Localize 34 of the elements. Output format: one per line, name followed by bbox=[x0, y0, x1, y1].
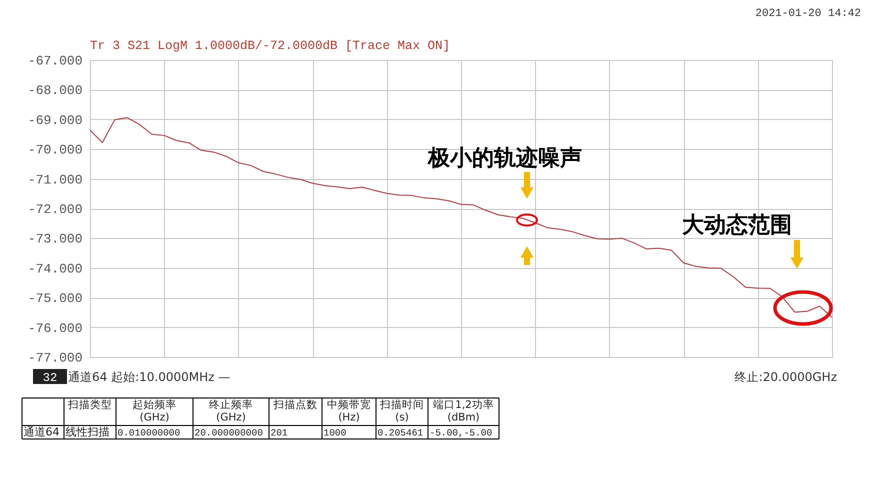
y-tick-label: -76.000 bbox=[28, 320, 82, 336]
text: 扫描类型 bbox=[67, 398, 112, 411]
text: 起始频率 (GHz) bbox=[132, 398, 176, 424]
text: 201 bbox=[270, 427, 288, 438]
y-tick-label: -74.000 bbox=[28, 261, 82, 276]
text: 中频带宽 (Hz) bbox=[327, 398, 371, 424]
y-tick-label: -77.000 bbox=[28, 350, 82, 366]
text: 通道64 起始:10.0000MHz — bbox=[68, 370, 230, 384]
text: -5.00,-5.00 bbox=[430, 427, 493, 438]
text: 0.010000000 bbox=[118, 427, 181, 438]
y-tick-label: -71.000 bbox=[28, 172, 82, 188]
y-tick-label: -75.000 bbox=[28, 291, 82, 306]
text: 扫描点数 bbox=[272, 398, 318, 411]
text: 端口1,2功率 (dBm) bbox=[433, 398, 494, 424]
line-series bbox=[90, 117, 832, 318]
text: 扫描时间 (s) bbox=[379, 398, 424, 424]
y-tick-label: -69.000 bbox=[28, 112, 82, 128]
text: 2021-01-20 14:42 bbox=[755, 8, 861, 20]
y-tick-label: -70.000 bbox=[28, 142, 82, 158]
annotation: 大动态范围 bbox=[682, 213, 792, 238]
y-tick-label: -68.000 bbox=[28, 83, 82, 98]
chart-title: Tr 3 S21 LogM 1.0000dB/-72.0000dB [Trace Max ON] bbox=[90, 39, 450, 53]
text: 线性扫描 bbox=[66, 425, 110, 438]
text: 终止:20.0000GHz bbox=[734, 370, 837, 384]
text: 0.205461 bbox=[378, 427, 424, 438]
y-tick-label: -72.000 bbox=[28, 202, 82, 217]
text: 通道64 bbox=[24, 425, 60, 438]
annotation: 极小的轨迹噪声 bbox=[427, 145, 582, 171]
text: 20.000000000 bbox=[194, 427, 264, 438]
y-tick-label: -67.000 bbox=[28, 54, 82, 68]
text: 32 bbox=[42, 371, 58, 385]
y-tick-label: -73.000 bbox=[28, 232, 82, 247]
text: 1000 bbox=[324, 427, 347, 438]
text: 终止频率 (GHz) bbox=[209, 398, 253, 424]
